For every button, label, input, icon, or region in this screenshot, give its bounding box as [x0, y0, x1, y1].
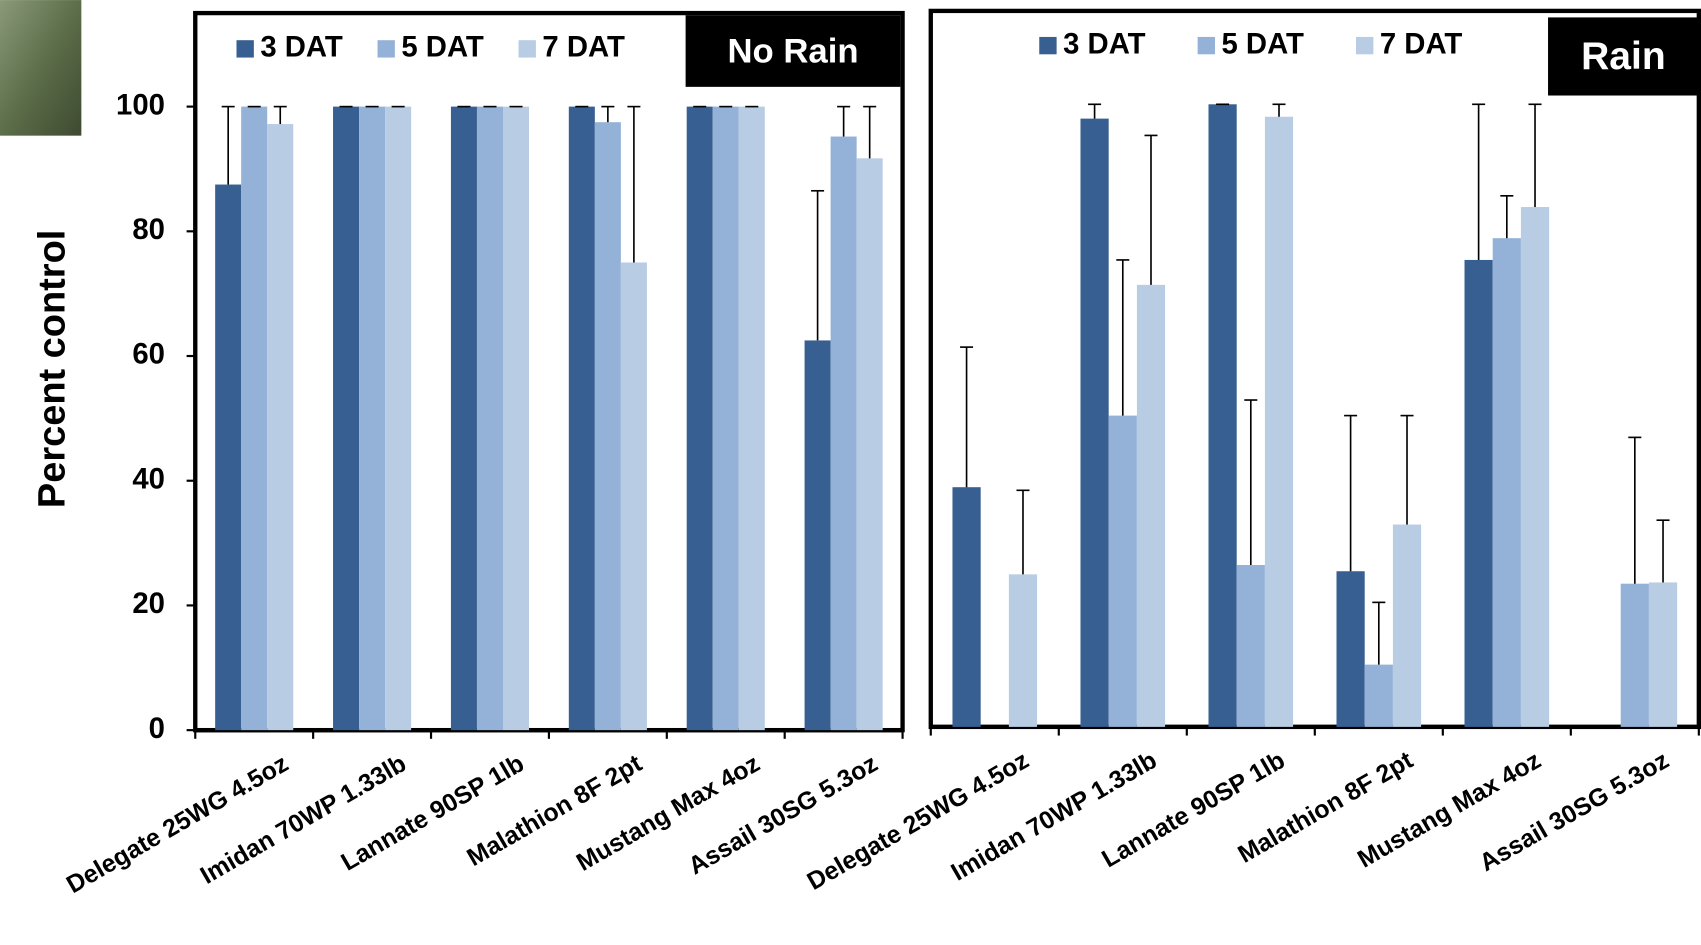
bar — [1365, 665, 1393, 727]
bar — [1009, 574, 1037, 727]
legend-swatch — [236, 40, 253, 57]
y-tick-label: 0 — [149, 712, 165, 745]
plot-frame — [195, 13, 902, 730]
bar — [831, 137, 857, 731]
bar — [1080, 119, 1108, 727]
bar — [805, 340, 831, 730]
bar — [1393, 525, 1421, 727]
bar — [952, 487, 980, 727]
bar — [333, 107, 359, 731]
plot-frame — [931, 11, 1699, 727]
bar — [857, 158, 883, 730]
bar — [713, 107, 739, 731]
y-tick-label: 20 — [132, 587, 165, 620]
bar — [215, 185, 241, 731]
legend-label: 5 DAT — [401, 31, 484, 64]
legend-swatch — [1356, 37, 1373, 54]
bar — [1237, 565, 1265, 727]
chart-title: No Rain — [727, 32, 858, 70]
bar — [1465, 260, 1493, 727]
y-tick-label: 100 — [116, 88, 165, 121]
chart-title: Rain — [1581, 35, 1666, 78]
legend-swatch — [519, 40, 536, 57]
x-tick-label: Imidan 70WP 1.33lb — [946, 746, 1161, 886]
photo — [0, 0, 81, 136]
x-tick-label: Imidan 70WP 1.33lb — [196, 749, 411, 889]
bar — [595, 122, 621, 730]
y-axis-label: Percent control — [31, 230, 73, 508]
bar — [1521, 207, 1549, 727]
legend-label: 7 DAT — [1380, 27, 1463, 60]
y-tick-label: 60 — [132, 338, 165, 371]
chart: 0 20 40 60 80 100 Percent control Delegate 25WG… — [0, 0, 1701, 945]
y-tick-label: 40 — [132, 462, 165, 495]
bar — [1649, 582, 1677, 726]
legend-label: 5 DAT — [1222, 27, 1305, 60]
bar — [267, 124, 293, 730]
legend-swatch — [1039, 37, 1056, 54]
bar — [739, 107, 765, 731]
bar — [385, 107, 411, 731]
y-tick-label: 80 — [132, 213, 165, 246]
legend-label: 3 DAT — [1063, 27, 1146, 60]
bar — [1493, 238, 1521, 727]
bar — [687, 107, 713, 731]
bar — [359, 107, 385, 731]
bar — [1337, 571, 1365, 727]
legend-swatch — [1198, 37, 1215, 54]
legend-swatch — [378, 40, 395, 57]
bar — [1137, 285, 1165, 727]
bar — [1621, 584, 1649, 727]
bar — [477, 107, 503, 731]
legend-label: 3 DAT — [260, 31, 343, 64]
bar — [1109, 416, 1137, 727]
bar — [1208, 104, 1236, 727]
legend-label: 7 DAT — [542, 31, 625, 64]
bar — [569, 107, 595, 731]
bar — [451, 107, 477, 731]
bar — [621, 262, 647, 730]
bar — [503, 107, 529, 731]
x-tick-label: Delegate 25WG 4.5oz — [62, 749, 293, 899]
bar — [241, 107, 267, 731]
bar — [1265, 117, 1293, 727]
